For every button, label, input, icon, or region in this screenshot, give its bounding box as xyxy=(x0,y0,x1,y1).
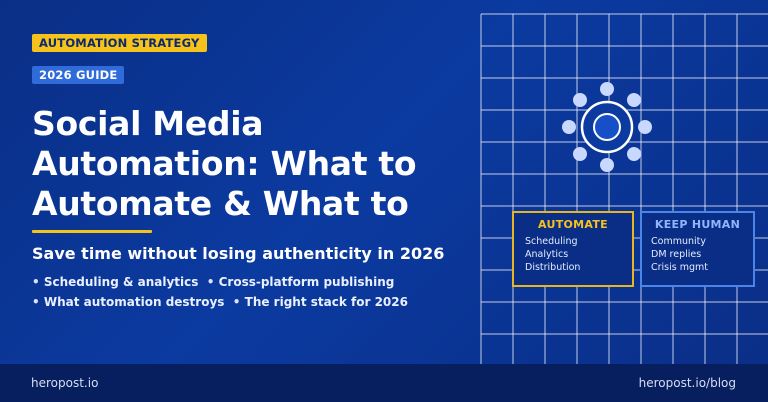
keep-human-item: Community xyxy=(651,236,706,247)
background-grid xyxy=(480,13,768,364)
title-line-3: Automate & What to xyxy=(32,184,409,223)
page-title: Social Media Automation: What to Automat… xyxy=(32,104,472,224)
footer-bar: heropost.io heropost.io/blog xyxy=(0,364,768,402)
bullet-dot-icon: • xyxy=(32,295,40,309)
keep-human-card: KEEP HUMAN Community DM replies Crisis m… xyxy=(640,211,755,287)
automate-item: Analytics xyxy=(525,249,569,260)
automate-card-title: AUTOMATE xyxy=(538,218,608,231)
hub-network-icon xyxy=(562,82,652,172)
bullet-dot-icon: • xyxy=(232,295,241,309)
keep-human-card-title: KEEP HUMAN xyxy=(654,218,741,231)
bullet-dot-icon: • xyxy=(206,275,215,289)
footer-site-link[interactable]: heropost.io xyxy=(31,376,99,390)
automate-item: Distribution xyxy=(525,262,581,273)
bullet-item: Scheduling & analytics xyxy=(43,275,199,289)
keep-human-item: DM replies xyxy=(651,249,702,260)
footer-blog-link[interactable]: heropost.io/blog xyxy=(638,376,736,390)
automate-card: AUTOMATE Scheduling Analytics Distributi… xyxy=(512,211,634,287)
automate-list: Scheduling Analytics Distribution xyxy=(525,235,580,274)
category-badge: AUTOMATION STRATEGY xyxy=(32,34,207,52)
bullet-dot-icon: • xyxy=(32,275,40,289)
guide-badge: 2026 GUIDE xyxy=(32,66,125,84)
bullet-row-2: • What automation destroys • The right s… xyxy=(32,292,408,312)
title-line-2: Automation: What to xyxy=(32,144,417,183)
bullet-item: What automation destroys xyxy=(43,295,225,309)
keep-human-list: Community DM replies Crisis mgmt xyxy=(651,235,708,274)
bullet-row-1: • Scheduling & analytics • Cross-platfor… xyxy=(32,272,408,292)
automate-item: Scheduling xyxy=(525,236,578,247)
bullet-item: The right stack for 2026 xyxy=(244,295,408,309)
accent-divider xyxy=(32,230,152,233)
bullet-item: Cross-platform publishing xyxy=(218,275,395,289)
title-line-1: Social Media xyxy=(32,104,264,143)
keep-human-item: Crisis mgmt xyxy=(651,262,708,273)
subtitle: Save time without losing authenticity in… xyxy=(32,244,445,263)
bullet-list: • Scheduling & analytics • Cross-platfor… xyxy=(32,272,408,312)
